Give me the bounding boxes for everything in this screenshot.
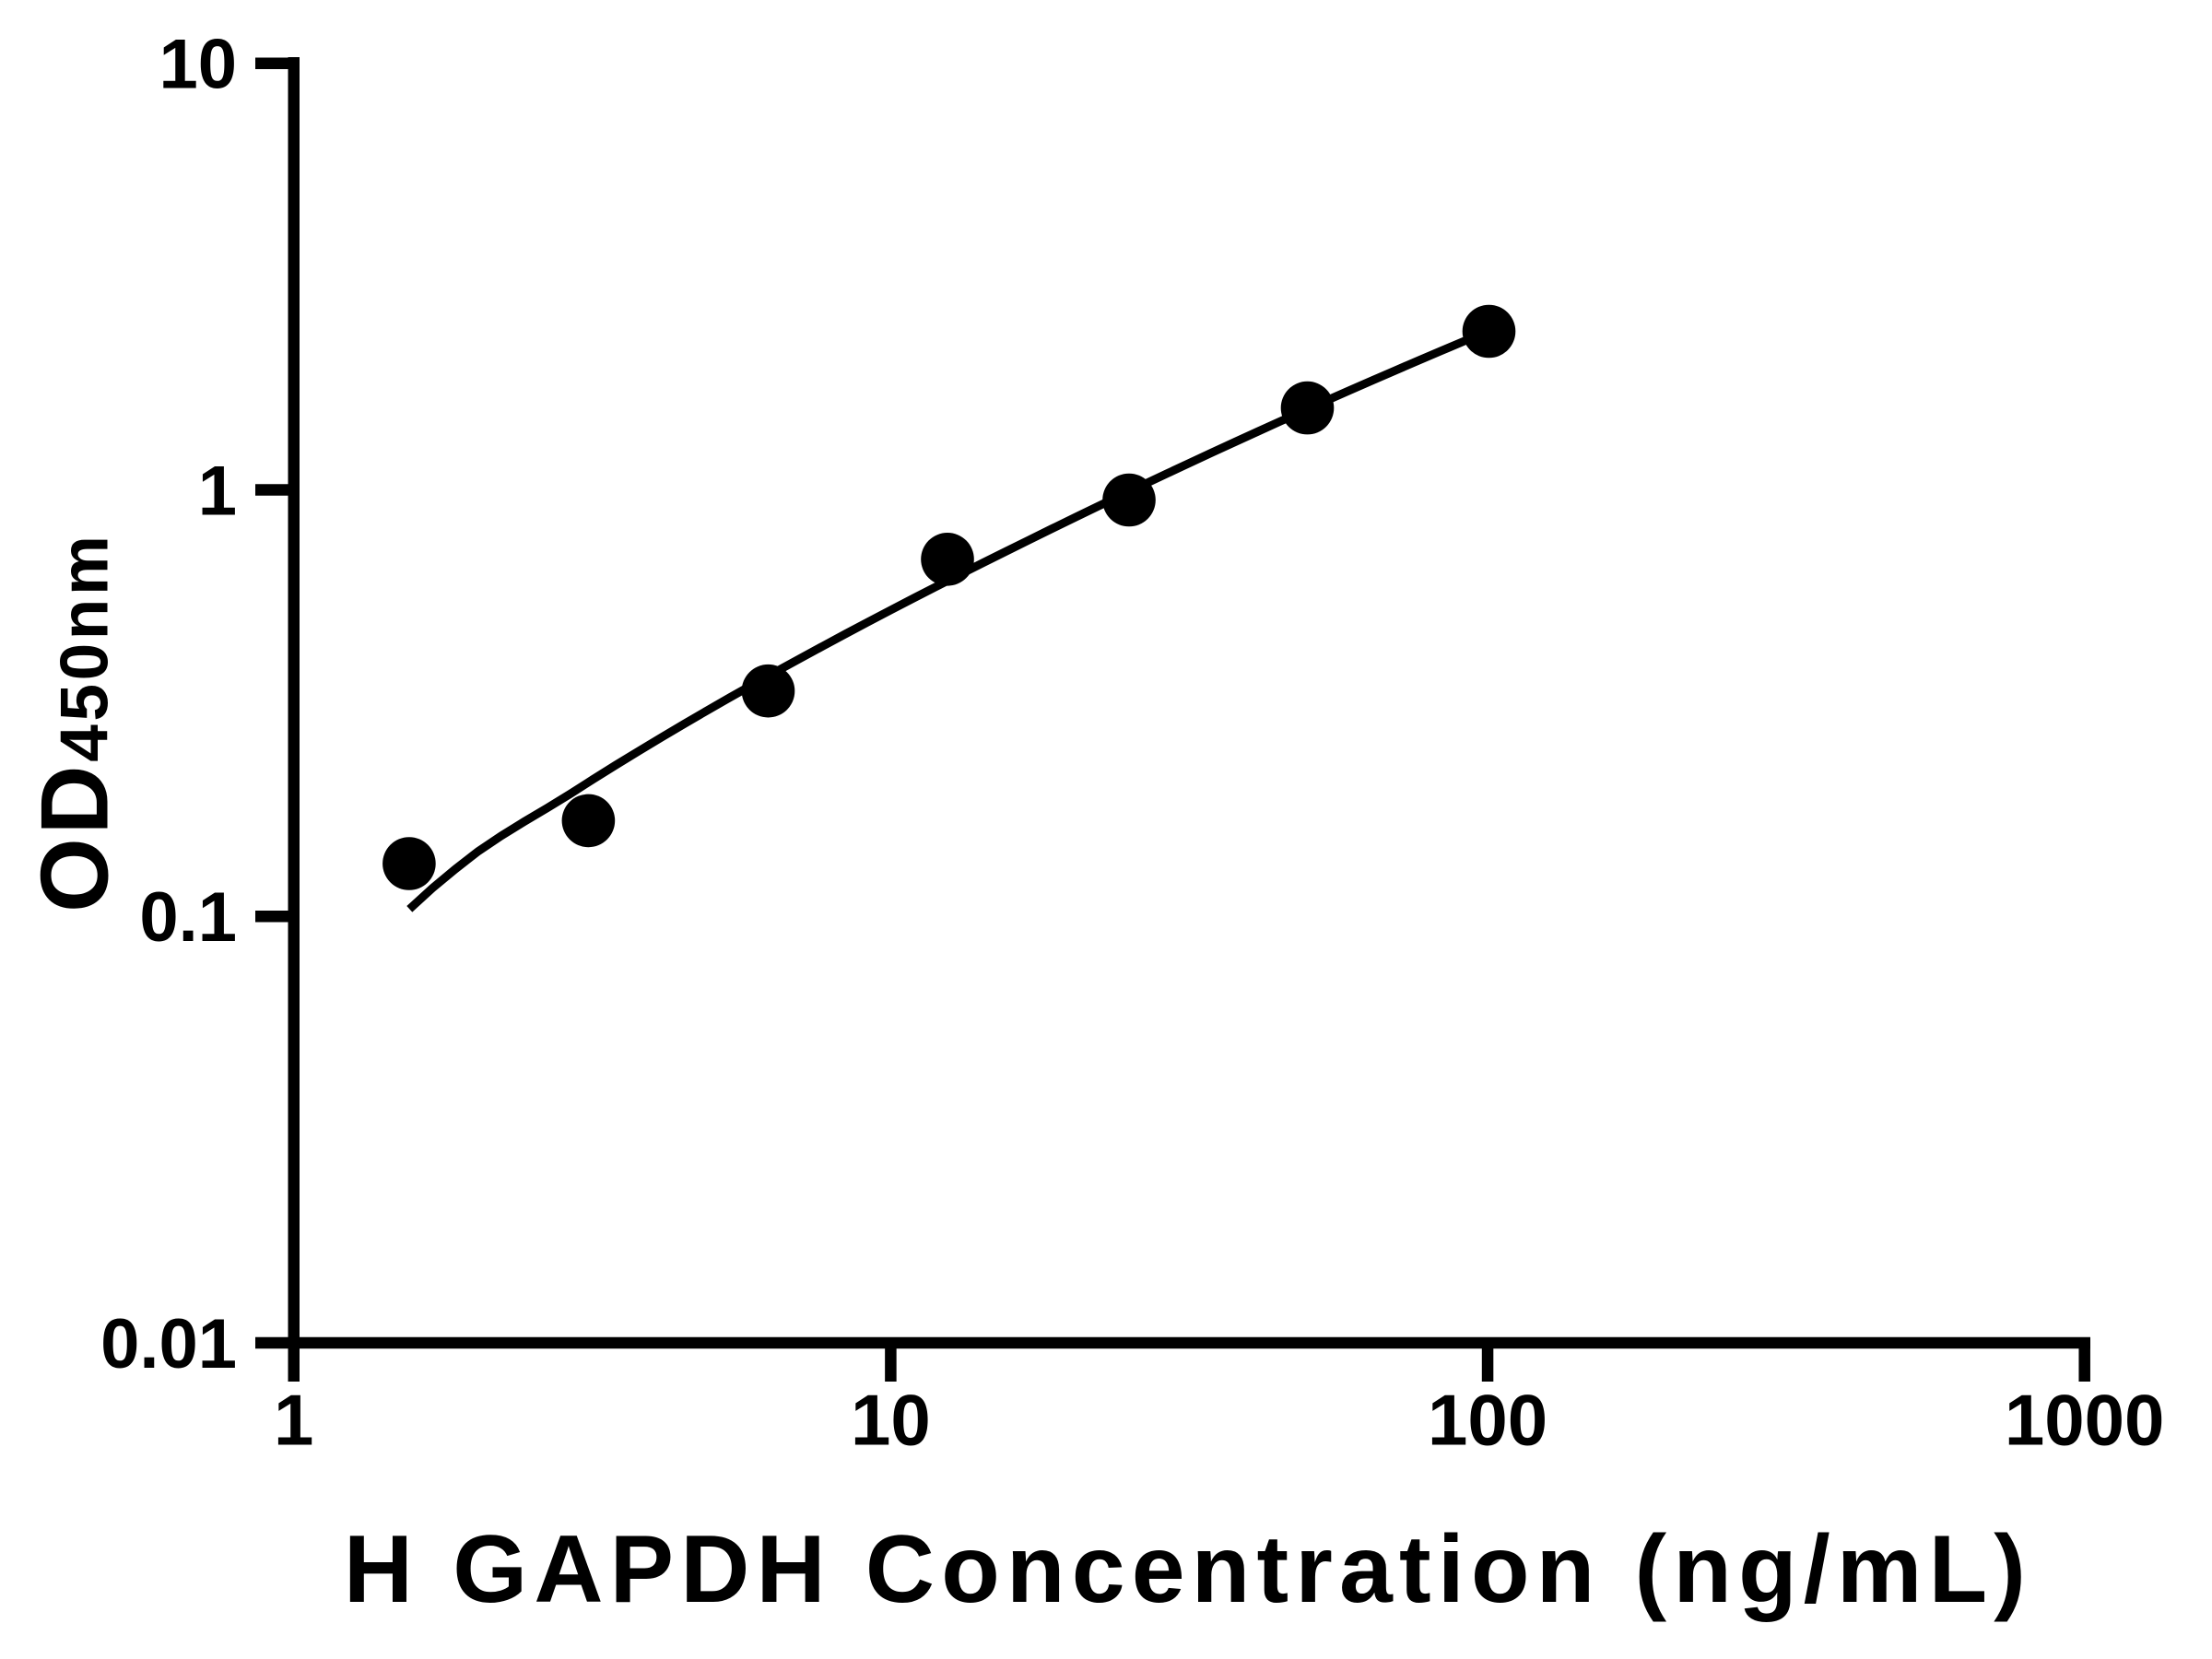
svg-text:0.01: 0.01 [100,1305,237,1383]
svg-text:10: 10 [851,1380,931,1461]
svg-text:1: 1 [274,1380,313,1461]
svg-text:1000: 1000 [2005,1380,2165,1461]
svg-text:100: 100 [1428,1380,1547,1461]
svg-text:10: 10 [159,26,237,104]
svg-text:0.1: 0.1 [139,878,237,957]
svg-text:H GAPDH Concentration (ng/mL): H GAPDH Concentration (ng/mL) [344,1516,2032,1623]
svg-text:1: 1 [198,452,237,530]
